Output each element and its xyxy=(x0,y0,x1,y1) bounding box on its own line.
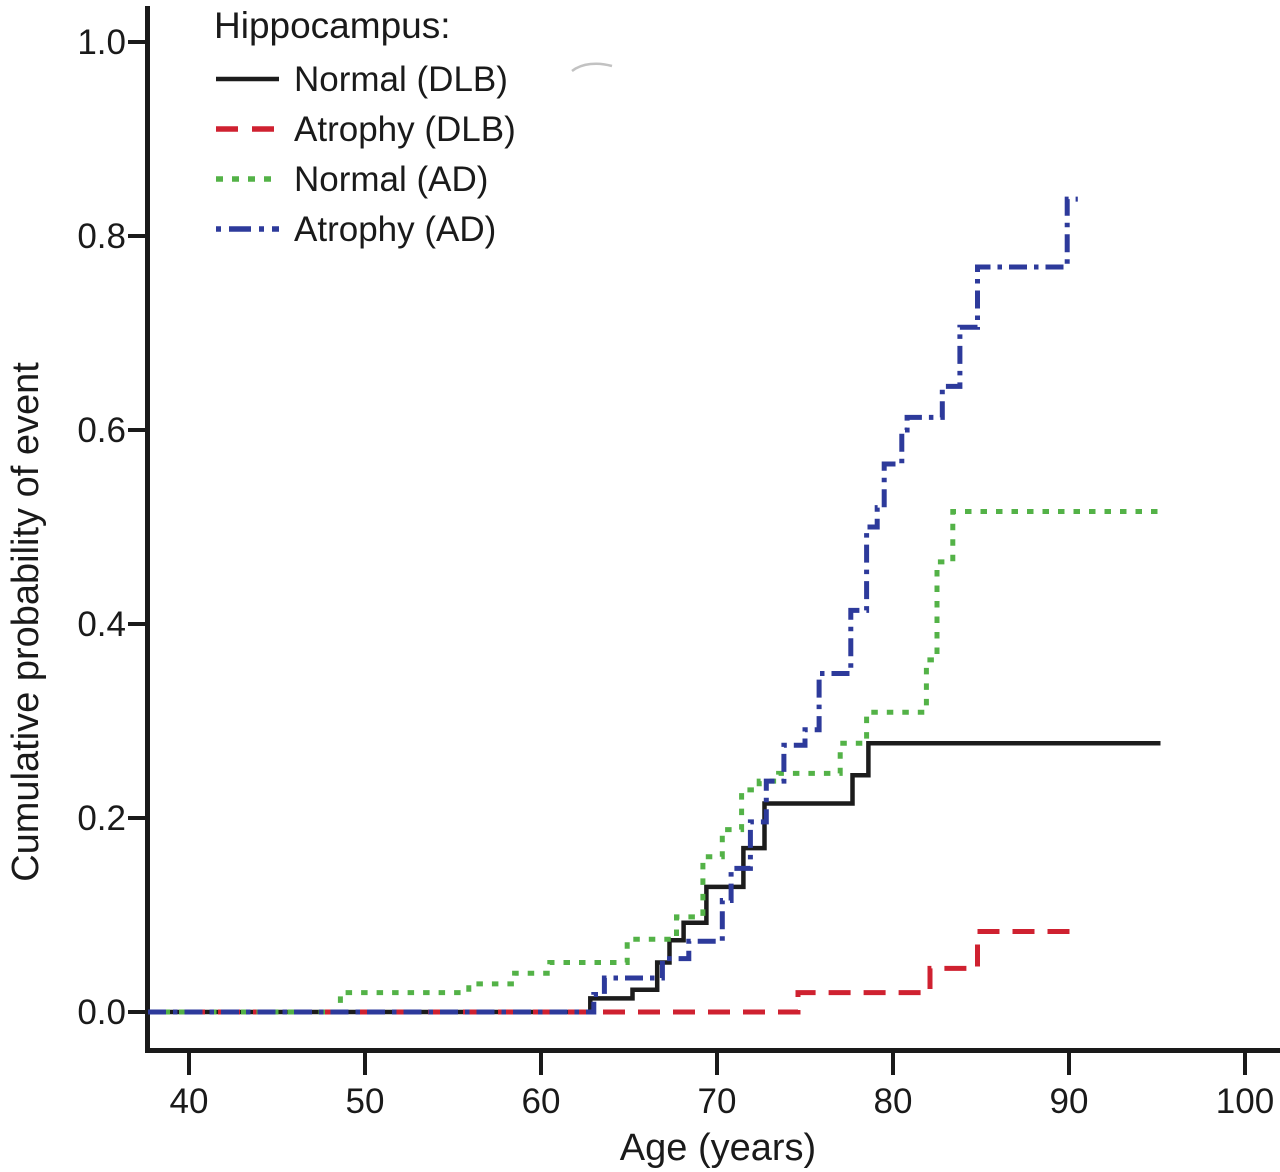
series-line-normal-ad xyxy=(148,509,1159,1015)
x-tick-label: 90 xyxy=(1050,1082,1089,1121)
legend-title: Hippocampus: xyxy=(214,5,451,46)
series-line-normal-dlb xyxy=(148,741,1161,1015)
series-line-atrophy-ad xyxy=(148,196,1078,1015)
series-line-atrophy-dlb xyxy=(148,929,1076,1015)
x-axis-title: Age (years) xyxy=(620,1127,816,1169)
x-tick-label: 100 xyxy=(1216,1082,1274,1121)
legend-item-normal-dlb: Normal (DLB) xyxy=(216,60,508,99)
x-tick-label: 60 xyxy=(522,1082,561,1121)
legend: Hippocampus: Normal (DLB) Atrophy (DLB) Nor… xyxy=(214,5,516,249)
y-axis-title: Cumulative probability of event xyxy=(5,362,47,882)
y-tick-label: 0.6 xyxy=(77,411,126,450)
legend-label-normal-dlb: Normal (DLB) xyxy=(294,60,508,99)
y-tick-label: 0.8 xyxy=(77,217,126,256)
x-tick-label: 70 xyxy=(698,1082,737,1121)
gray-smudge-artifact xyxy=(571,62,613,73)
y-tick-label: 1.0 xyxy=(77,23,126,62)
y-tick-label: 0.4 xyxy=(77,605,126,644)
y-tick-label: 0.2 xyxy=(77,799,126,838)
y-tick-label: 0.0 xyxy=(77,993,126,1032)
legend-label-normal-ad: Normal (AD) xyxy=(294,160,488,199)
x-tick-label: 50 xyxy=(346,1082,385,1121)
x-tick-label: 40 xyxy=(170,1082,209,1121)
legend-label-atrophy-ad: Atrophy (AD) xyxy=(294,210,496,249)
legend-item-atrophy-ad: Atrophy (AD) xyxy=(216,210,496,249)
legend-item-atrophy-dlb: Atrophy (DLB) xyxy=(216,110,516,149)
legend-label-atrophy-dlb: Atrophy (DLB) xyxy=(294,110,516,149)
x-tick-label: 80 xyxy=(874,1082,913,1121)
legend-item-normal-ad: Normal (AD) xyxy=(216,160,488,199)
